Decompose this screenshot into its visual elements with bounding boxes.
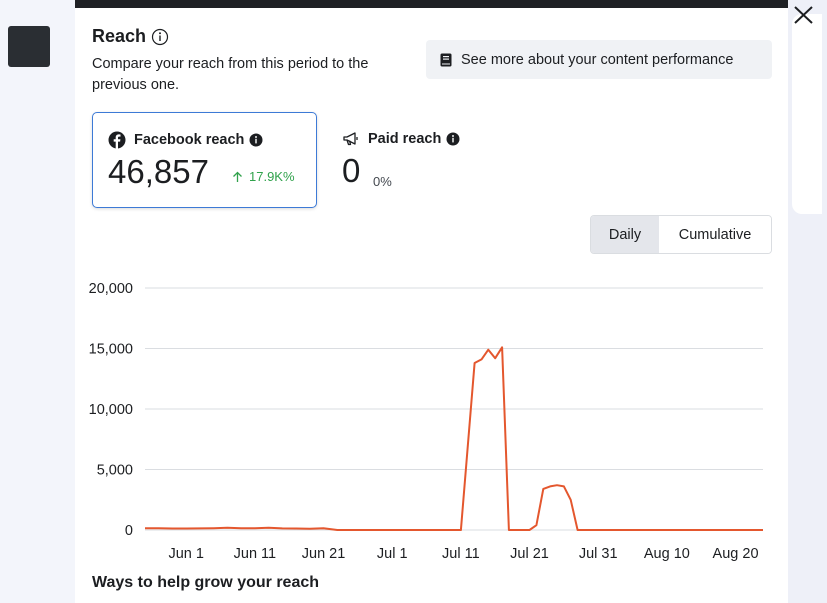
- x-tick-label: Jul 21: [510, 546, 549, 562]
- y-tick-label: 15,000: [89, 342, 133, 358]
- y-tick-label: 0: [125, 523, 133, 539]
- background-left: [0, 0, 75, 603]
- x-tick-label: Jul 31: [579, 546, 618, 562]
- info-icon[interactable]: [151, 28, 169, 46]
- facebook-reach-header: Facebook reach: [108, 131, 263, 149]
- megaphone-icon: [343, 132, 358, 146]
- reach-line-chart: 0 5,000 10,000 15,000 20,000 Jun 1 Jun 11 Jun 2…: [89, 281, 763, 562]
- x-tick-label: Jun 1: [168, 546, 203, 562]
- facebook-reach-card[interactable]: Facebook reach 46,857 17.9K%: [92, 112, 317, 208]
- facebook-reach-label: Facebook reach: [134, 132, 245, 148]
- x-tick-label: Aug 10: [644, 546, 690, 562]
- facebook-reach-value: 46,857: [108, 153, 209, 190]
- facebook-icon: [108, 131, 126, 149]
- arrow-up-icon: [233, 171, 242, 182]
- close-icon: [794, 6, 813, 24]
- cumulative-toggle-button[interactable]: Cumulative: [659, 216, 771, 253]
- page-title: Reach: [92, 26, 147, 46]
- page-subtitle: Compare your reach from this period to t…: [92, 56, 369, 93]
- y-tick-label: 20,000: [89, 281, 133, 297]
- reach-series-line: [145, 346, 763, 531]
- reach-panel: Reach Compare your reach from this perio…: [75, 8, 788, 603]
- facebook-reach-delta-value: 17.9K%: [249, 169, 295, 184]
- daily-toggle-button[interactable]: Daily: [591, 216, 659, 253]
- paid-reach-header: Paid reach: [342, 130, 460, 148]
- book-icon: [440, 53, 452, 66]
- x-tick-label: Jul 1: [377, 546, 408, 562]
- x-tick-label: Jul 11: [442, 546, 480, 562]
- paid-reach-label: Paid reach: [368, 131, 442, 147]
- x-tick-label: Jun 11: [234, 546, 276, 562]
- view-toggle: Daily Cumulative: [590, 215, 772, 254]
- x-tick-label: Jun 21: [302, 546, 346, 562]
- info-icon[interactable]: [249, 133, 263, 147]
- title-row: Reach: [92, 26, 169, 47]
- info-icon[interactable]: [446, 132, 460, 146]
- y-tick-label: 10,000: [89, 402, 133, 418]
- y-tick-label: 5,000: [97, 463, 133, 479]
- paid-reach-value: 0: [342, 152, 361, 189]
- thumbnail: [8, 26, 50, 67]
- facebook-reach-delta: 17.9K%: [232, 169, 295, 184]
- background-card: [792, 14, 822, 214]
- content-performance-button[interactable]: See more about your content performance: [426, 40, 772, 79]
- grow-reach-heading: Ways to help grow your reach: [92, 574, 320, 591]
- close-button[interactable]: [790, 3, 818, 29]
- content-performance-label: See more about your content performance: [461, 51, 734, 68]
- paid-reach-card[interactable]: Paid reach 0 0%: [340, 112, 540, 208]
- x-tick-label: Aug 20: [713, 546, 759, 562]
- paid-reach-delta: 0%: [373, 174, 392, 189]
